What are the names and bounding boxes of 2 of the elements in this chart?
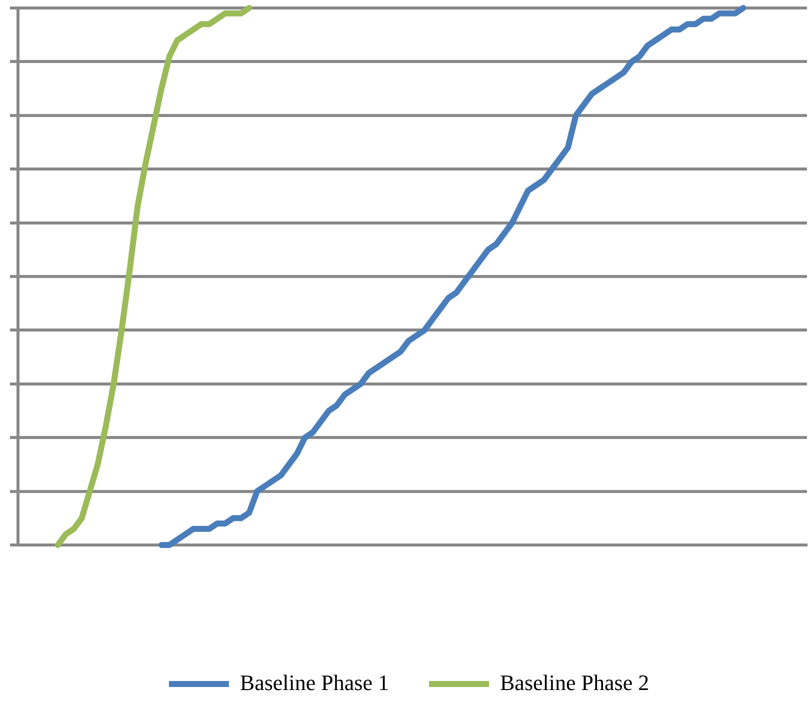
legend-label: Baseline Phase 1 [240, 670, 390, 695]
legend-label: Baseline Phase 2 [500, 670, 650, 695]
